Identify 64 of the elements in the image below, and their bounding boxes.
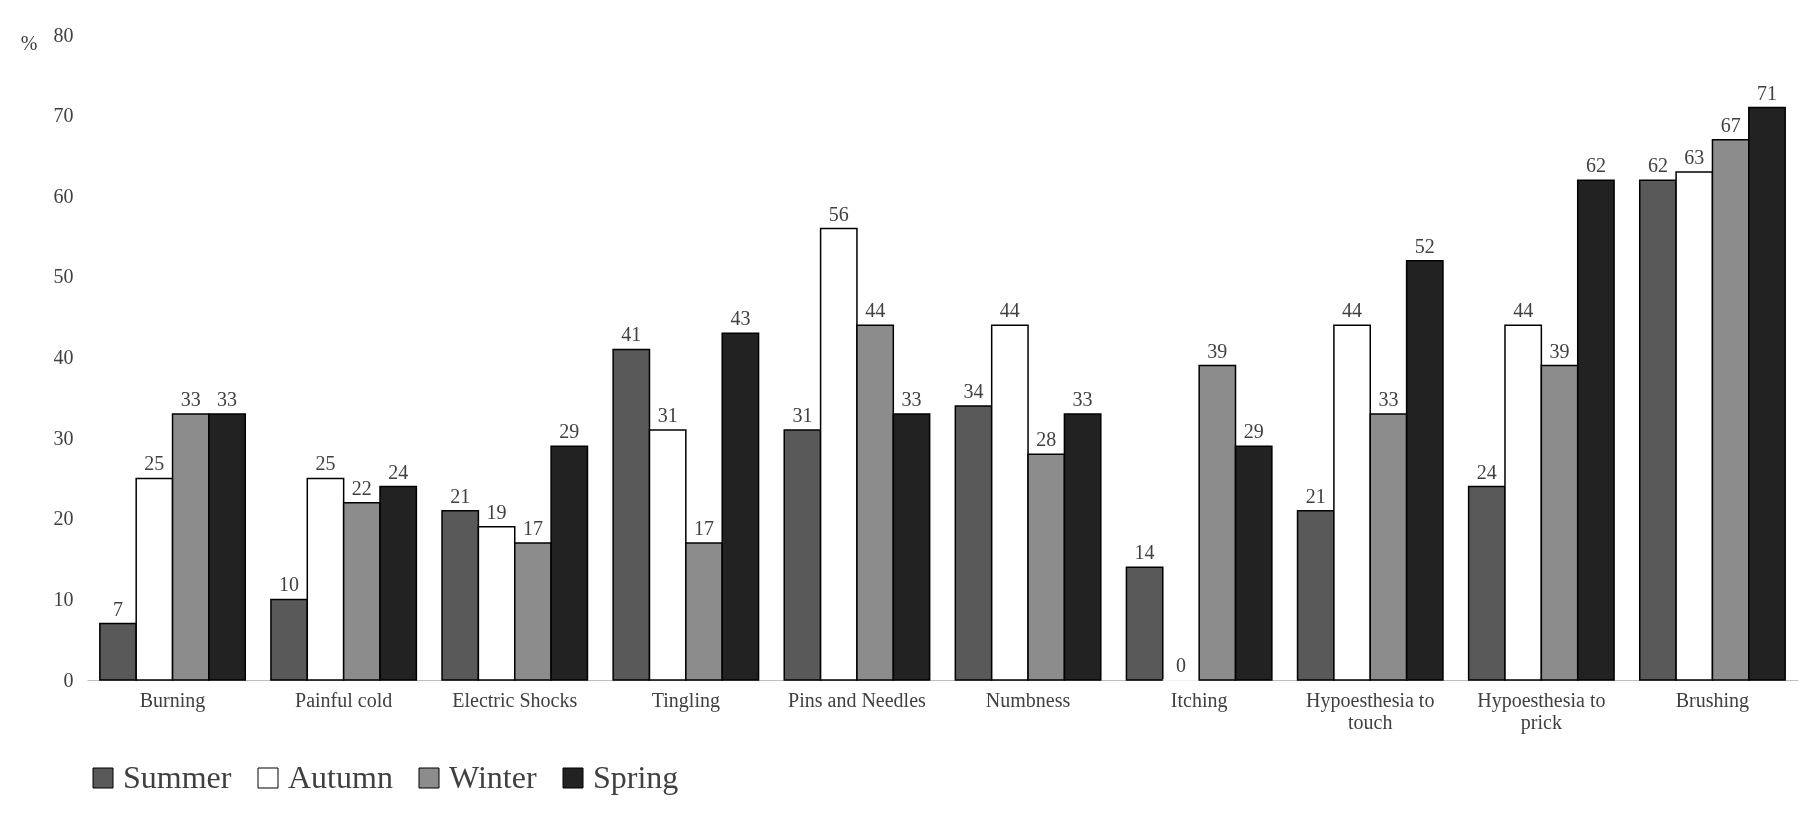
data-label: 44 xyxy=(1342,299,1363,322)
y-tick-label: 10 xyxy=(53,587,74,610)
data-label: 63 xyxy=(1684,146,1705,169)
data-label: 52 xyxy=(1414,234,1435,257)
data-label: 31 xyxy=(657,404,678,427)
data-label: 62 xyxy=(1585,154,1606,177)
data-label: 17 xyxy=(522,516,543,539)
data-label: 43 xyxy=(730,307,751,330)
data-label: 44 xyxy=(865,299,886,322)
data-label: 56 xyxy=(828,202,849,225)
data-label: 71 xyxy=(1756,81,1777,104)
data-label: 33 xyxy=(1072,387,1093,410)
data-label: 0 xyxy=(1175,654,1186,676)
data-label: 44 xyxy=(1513,299,1534,322)
x-tick-label: Pins and Needles xyxy=(788,688,927,711)
legend-label: Spring xyxy=(593,759,679,795)
x-tick-label: Hypoesthesia to prick xyxy=(1477,688,1606,734)
data-label: 41 xyxy=(621,323,642,346)
data-label: 33 xyxy=(217,387,238,410)
data-label: 29 xyxy=(559,420,580,443)
data-label: 21 xyxy=(1305,484,1326,507)
y-tick-label: 60 xyxy=(53,184,74,207)
data-label: 44 xyxy=(999,299,1020,322)
y-tick-label: 0 xyxy=(63,668,74,691)
legend-label: Summer xyxy=(123,759,232,795)
data-label: 17 xyxy=(694,516,715,539)
data-label: 7 xyxy=(113,597,124,620)
data-label: 33 xyxy=(180,387,201,410)
y-tick-label: 80 xyxy=(53,23,74,46)
data-label: 33 xyxy=(1378,387,1399,410)
data-label: 14 xyxy=(1134,541,1155,564)
legend-label: Autumn xyxy=(288,759,393,795)
data-label: 39 xyxy=(1549,339,1570,362)
x-tick-label: Itching xyxy=(1170,688,1228,712)
y-tick-label: 40 xyxy=(53,346,74,368)
data-label: 29 xyxy=(1243,420,1264,443)
x-tick-label: Brushing xyxy=(1675,688,1750,712)
x-tick-label: Electric Shocks xyxy=(452,688,578,711)
data-label: 24 xyxy=(388,460,409,483)
data-label: 19 xyxy=(486,500,507,523)
data-label: 34 xyxy=(963,379,984,402)
data-label: 39 xyxy=(1207,339,1228,362)
data-label: 25 xyxy=(144,452,165,475)
y-axis-title: % xyxy=(20,31,38,54)
data-label: 62 xyxy=(1647,154,1668,177)
y-tick-label: 70 xyxy=(53,104,74,127)
x-tick-label: Tingling xyxy=(651,688,720,712)
data-label: 33 xyxy=(901,387,922,410)
x-tick-label: Burning xyxy=(139,688,206,712)
data-label: 28 xyxy=(1036,428,1057,451)
y-tick-label: 30 xyxy=(53,426,74,449)
data-label: 21 xyxy=(450,484,471,507)
data-label: 10 xyxy=(279,573,300,596)
y-tick-label: 20 xyxy=(53,507,74,530)
x-tick-label: Hypoesthesia to touch xyxy=(1306,688,1435,733)
data-label: 25 xyxy=(315,452,336,475)
data-label: 31 xyxy=(792,404,813,427)
x-tick-label: Numbness xyxy=(985,688,1071,711)
data-label: 24 xyxy=(1476,460,1497,483)
y-tick-label: 50 xyxy=(53,265,74,288)
legend-label: Winter xyxy=(449,759,537,795)
x-tick-label: Painful cold xyxy=(295,688,393,711)
data-label: 67 xyxy=(1720,113,1741,136)
data-label: 22 xyxy=(351,476,372,499)
